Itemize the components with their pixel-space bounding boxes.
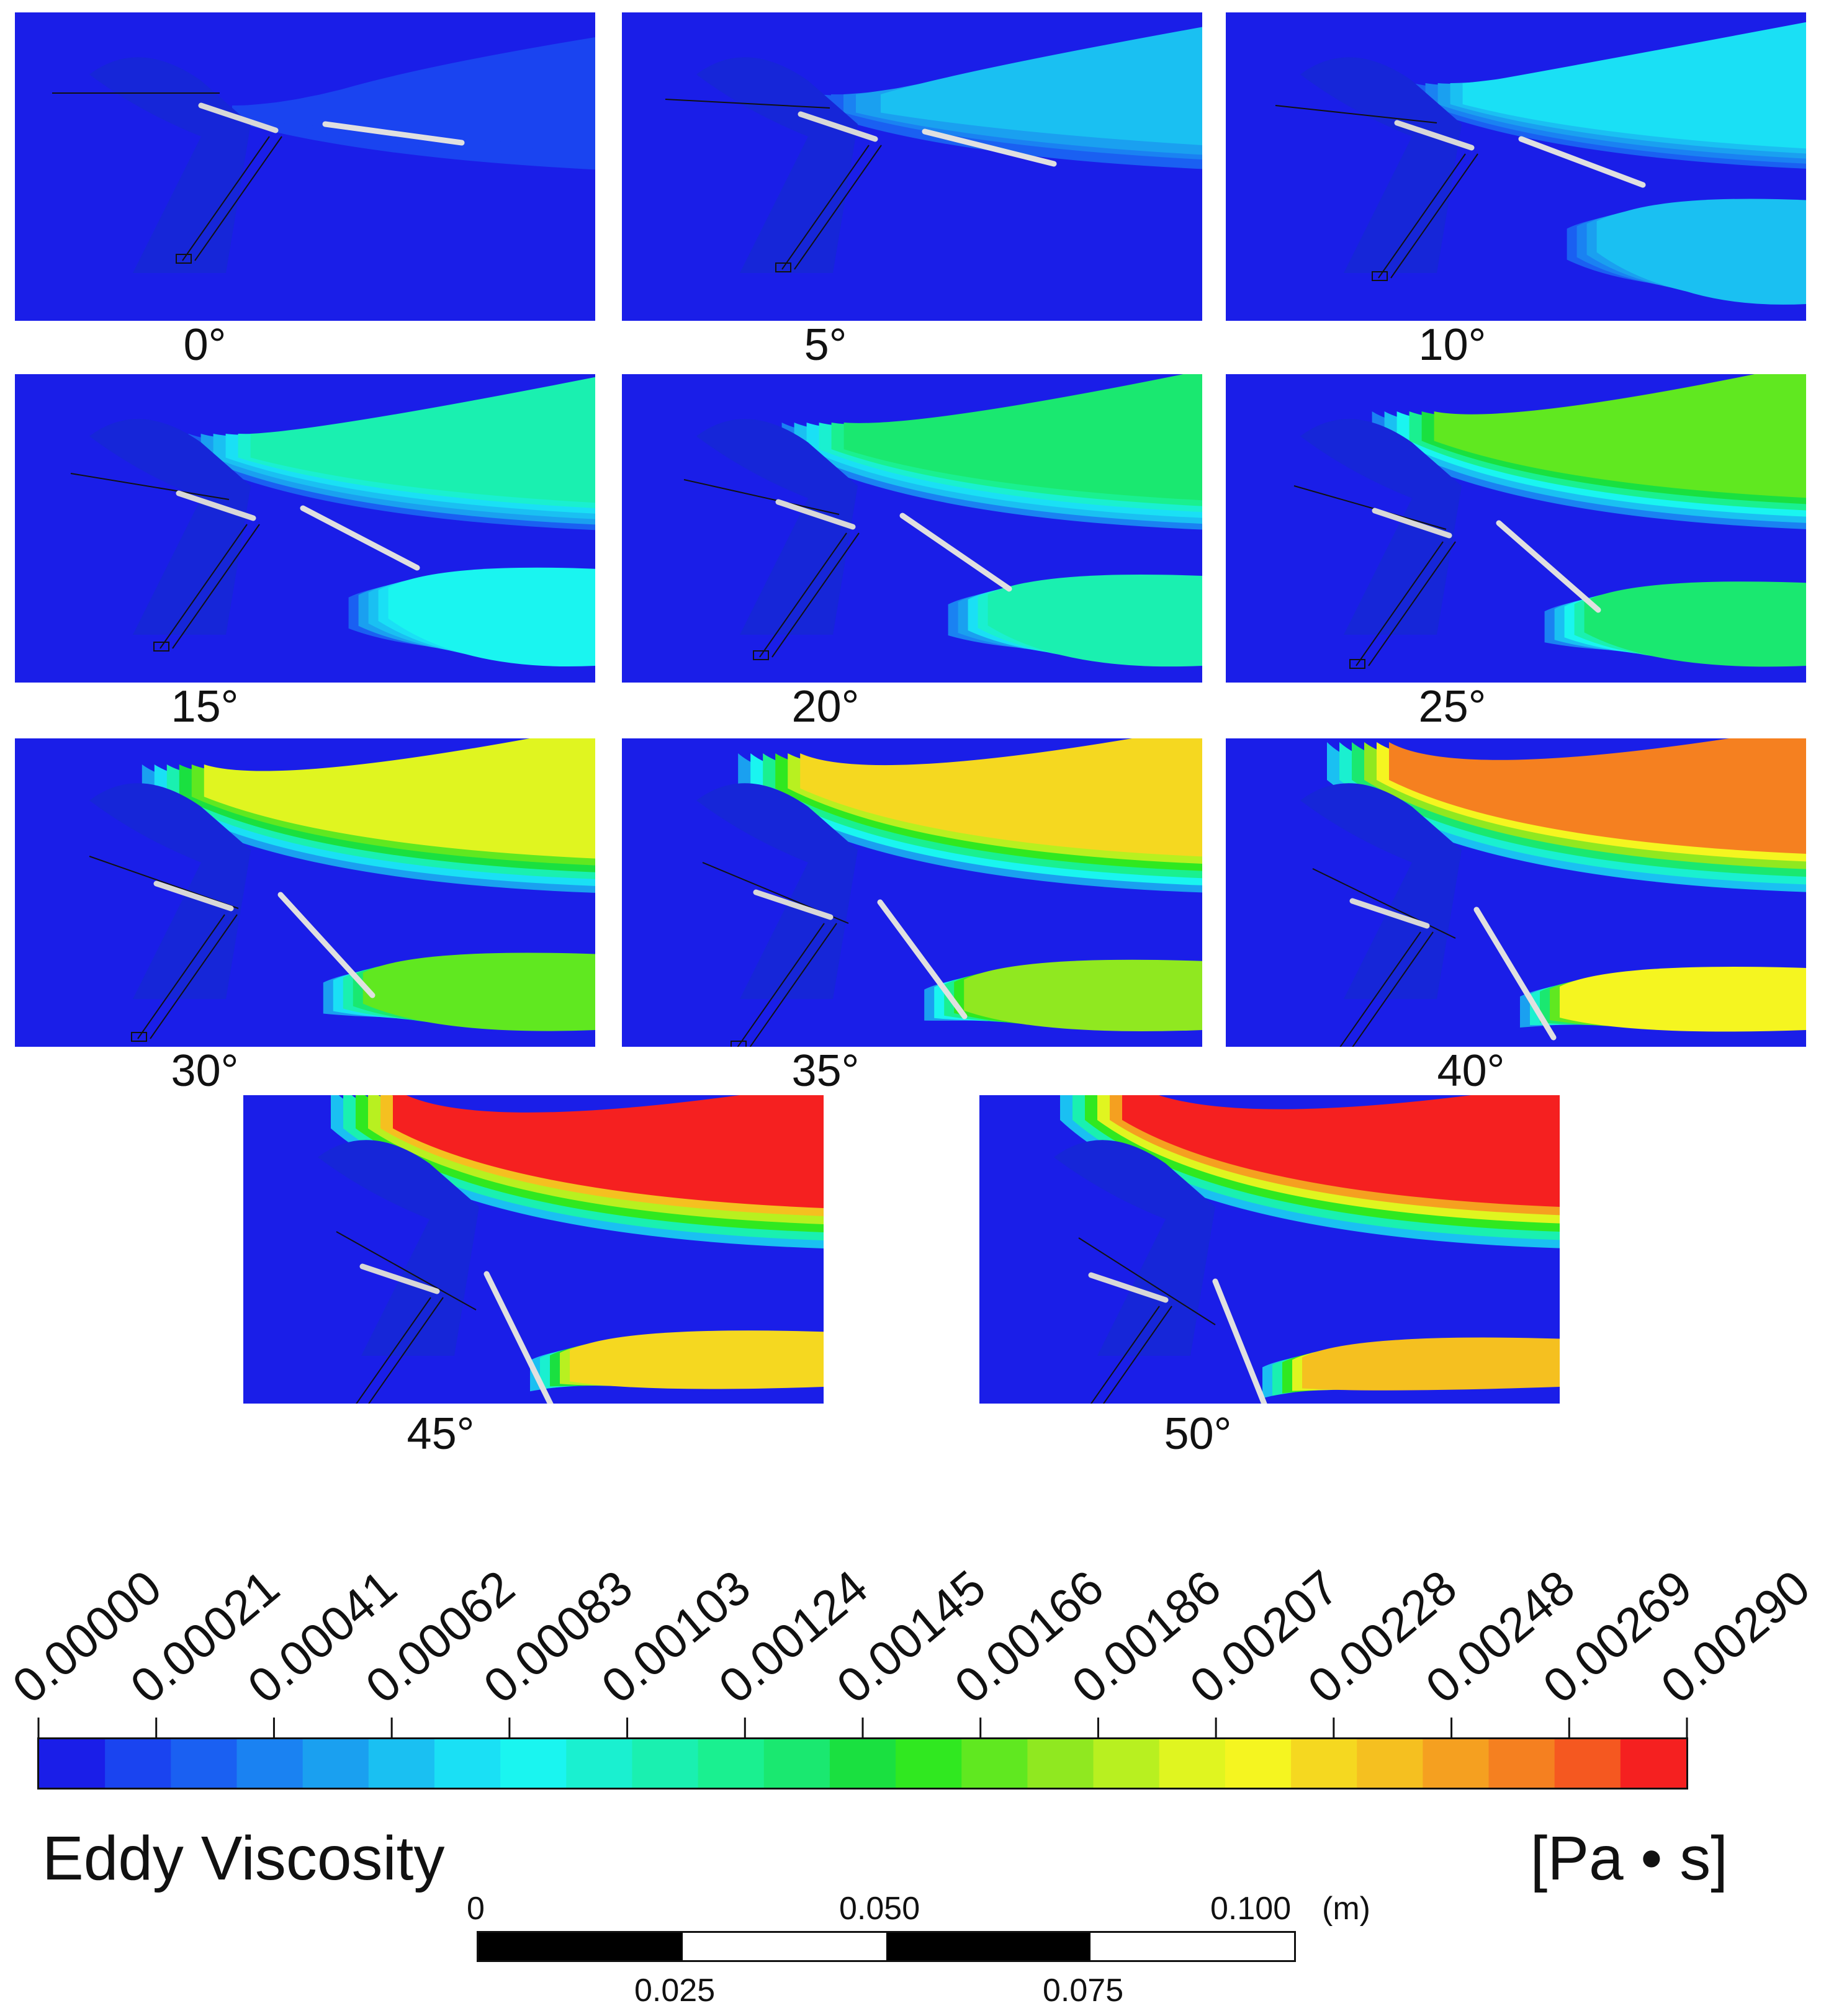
colorbar-swatch [1027,1739,1094,1788]
panel-angle-label: 5° [804,320,847,370]
contour-plot [15,12,595,321]
legend-title: Eddy Viscosity [42,1824,445,1893]
colorbar-swatch [1554,1739,1621,1788]
scale-seg-3 [886,1933,1090,1960]
colorbar-swatch [500,1739,567,1788]
colorbar-swatch [763,1739,830,1788]
scale-label-0100: 0.100 [1210,1891,1292,1927]
colorbar-swatch [896,1739,963,1788]
scale-label-0: 0 [467,1891,485,1927]
contour-plot [1226,374,1806,683]
panel-angle-label: 45° [407,1409,475,1459]
colorbar [37,1737,1688,1790]
contour-plot [622,12,1202,321]
contour-panel [15,12,595,321]
colorbar-swatch [1291,1739,1358,1788]
colorbar-swatch [302,1739,369,1788]
colorbar-swatch [236,1739,304,1788]
contour-panel [622,12,1202,321]
colorbar-swatch [368,1739,435,1788]
contour-plot [979,1095,1560,1404]
contour-panel [622,374,1202,683]
colorbar-swatch [1620,1739,1686,1788]
contour-panel [15,374,595,683]
legend-unit: [Pa • s] [1530,1824,1728,1893]
colorbar-swatch [1093,1739,1160,1788]
colorbar-swatch [1488,1739,1555,1788]
contour-panel [1226,374,1806,683]
contour-plot [243,1095,824,1404]
colorbar-swatch [961,1739,1028,1788]
contour-panel [622,738,1202,1047]
contour-panel [243,1095,824,1404]
scale-label-0050: 0.050 [839,1891,920,1927]
scale-label-0075: 0.075 [1043,1973,1124,2009]
colorbar-swatch [171,1739,238,1788]
colorbar-swatch [698,1739,765,1788]
panel-angle-label: 35° [791,1046,860,1096]
colorbar-swatch [829,1739,897,1788]
contour-plot [1226,738,1806,1047]
contour-panel [1226,738,1806,1047]
colorbar-swatch [434,1739,501,1788]
contour-plot [15,374,595,683]
scale-seg-4 [1090,1933,1294,1960]
panel-angle-label: 30° [171,1046,239,1096]
panel-angle-label: 20° [791,682,860,732]
panel-angle-label: 10° [1418,320,1486,370]
contour-panel [1226,12,1806,321]
contour-plot [622,374,1202,683]
colorbar-swatch [1423,1739,1490,1788]
panel-angle-label: 40° [1437,1046,1505,1096]
scale-seg-1 [479,1933,683,1960]
colorbar-swatch [1159,1739,1226,1788]
contour-plot [622,738,1202,1047]
colorbar-swatch [105,1739,172,1788]
scale-label-0025: 0.025 [634,1973,716,2009]
contour-panel [979,1095,1560,1404]
colorbar-swatch [566,1739,633,1788]
scale-bar [477,1931,1296,1962]
colorbar-swatch [39,1739,106,1788]
colorbar-swatch [1225,1739,1292,1788]
contour-plot [1226,12,1806,321]
panel-angle-label: 15° [171,682,239,732]
colorbar-swatch [1357,1739,1424,1788]
panel-angle-label: 25° [1418,682,1486,732]
panel-angle-label: 0° [183,320,227,370]
panel-angle-label: 50° [1164,1409,1232,1459]
contour-panel [15,738,595,1047]
contour-plot [15,738,595,1047]
colorbar-swatch [632,1739,699,1788]
scale-label-unit: (m) [1322,1891,1370,1927]
scale-seg-2 [682,1933,886,1960]
